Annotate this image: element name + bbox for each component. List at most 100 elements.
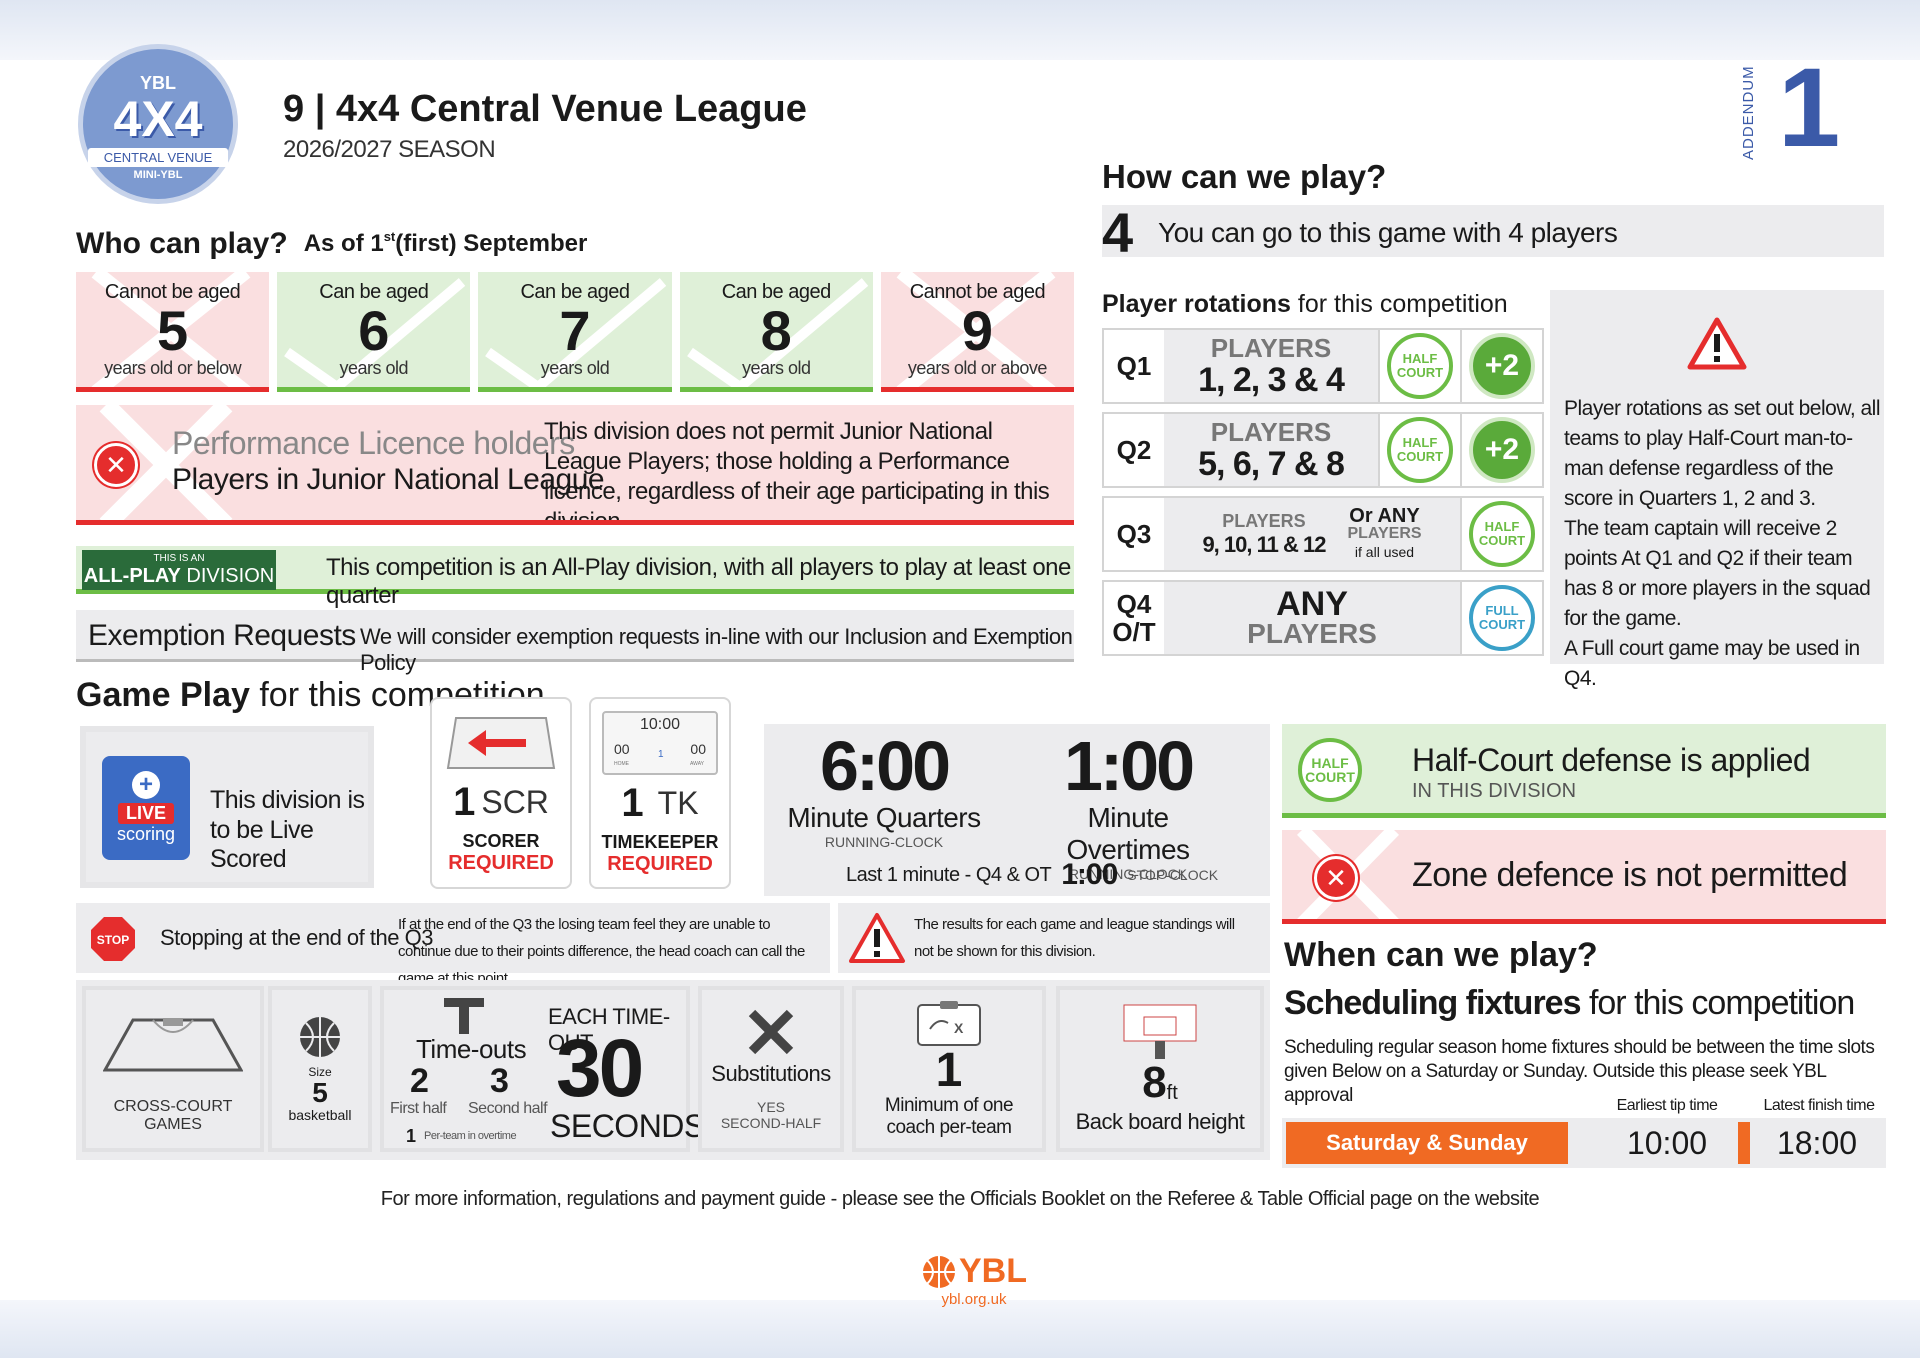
seconds-num: 30 bbox=[556, 1023, 644, 1114]
half-court-box: HALF COURT Half-Court defense is applied … bbox=[1282, 724, 1886, 818]
season-label: 2026/2027 SEASON bbox=[283, 136, 496, 163]
age-row: Cannot be aged 5 years old or below Can be … bbox=[76, 272, 1075, 392]
age-check-watermark bbox=[686, 278, 868, 387]
last-minute-row: Last 1 minute - Q4 & OT 1:00 STOP-CLOCK bbox=[846, 858, 1218, 892]
age-top: Can be aged bbox=[520, 280, 630, 303]
logo-line2: MINI-YBL bbox=[133, 169, 183, 181]
players-cell: PLAYERS 1, 2, 3 & 4 bbox=[1164, 330, 1378, 402]
age-bottom: years old bbox=[741, 357, 811, 378]
live-scoring-text: scoring bbox=[116, 824, 176, 844]
finish-label: Latest finish time bbox=[1752, 1094, 1886, 1118]
half-court-title: Half-Court defense is applied bbox=[1412, 742, 1811, 778]
top-band bbox=[0, 0, 1920, 60]
quarter-label: Q4 O/T bbox=[1104, 582, 1164, 654]
logo-line1: CENTRAL VENUE bbox=[88, 148, 228, 167]
scorer-required: REQUIRED bbox=[448, 851, 554, 874]
times-box: 6:00 Minute Quarters RUNNING-CLOCK 1:00 … bbox=[764, 724, 1270, 896]
ot-label: Minute Overtimes bbox=[1066, 802, 1190, 865]
licence-box: ✕ Performance Licence holders Players in… bbox=[76, 405, 1074, 525]
rotations-heading: Player rotations for this competition bbox=[1102, 290, 1508, 319]
age-top: Can be aged bbox=[319, 280, 429, 303]
ball-size: 5 bbox=[312, 1077, 328, 1108]
quarters-sub: RUNNING-CLOCK bbox=[824, 834, 944, 850]
days-badge: Saturday & Sunday bbox=[1286, 1122, 1568, 1164]
tip-label: Earliest tip time bbox=[1602, 1094, 1732, 1118]
subs-cross-icon bbox=[748, 1009, 794, 1055]
when-heading: When can we play? bbox=[1284, 936, 1598, 974]
players-list: PLAYERS bbox=[1247, 618, 1377, 649]
age-bottom: years old or below bbox=[104, 357, 242, 378]
scorer-label: SCORER bbox=[462, 830, 540, 851]
seconds-label: SECONDS bbox=[550, 1108, 705, 1144]
quarter-row: Q1 PLAYERS 1, 2, 3 & 4 HALF COURT +2 bbox=[1102, 328, 1544, 404]
ot-sub: RUNNING-CLOCK bbox=[1068, 866, 1188, 882]
age-card: Cannot be aged 9 years old or above bbox=[880, 272, 1075, 392]
asof-rest: (first) September bbox=[395, 230, 588, 257]
addendum-label: ADDENDUM bbox=[1740, 65, 1757, 160]
scorer-abbr: SCR bbox=[481, 783, 549, 820]
age-top: Cannot be aged bbox=[909, 280, 1046, 303]
quarters-label: Minute Quarters bbox=[787, 802, 981, 833]
tk-num: 1 bbox=[621, 780, 644, 825]
quarter-table: Q1 PLAYERS 1, 2, 3 & 4 HALF COURT +2 Q2 PLAYER… bbox=[1102, 328, 1544, 664]
licence-x-icon: ✕ bbox=[94, 443, 138, 487]
board-unit: ft bbox=[1166, 1082, 1178, 1104]
game-heading-bold: Game Play bbox=[76, 676, 250, 714]
timeouts-card: Time-outs 2 First half 3 Second half 1 P… bbox=[380, 986, 705, 1152]
coach-card: X 1 Minimum of one coach per-team bbox=[852, 986, 1046, 1152]
league-logo: YBL 4X4 CENTRAL VENUE MINI-YBL bbox=[78, 44, 238, 204]
players-list: 1, 2, 3 & 4 bbox=[1198, 361, 1345, 399]
sched-rest: for this competition bbox=[1580, 984, 1855, 1022]
sched-text: Scheduling regular season home fixtures … bbox=[1284, 1037, 1875, 1106]
clock-away: 00 bbox=[690, 740, 706, 757]
tk-required: REQUIRED bbox=[607, 852, 713, 875]
tk-label: TIMEKEEPER bbox=[601, 831, 719, 852]
licence-cross-watermark bbox=[99, 405, 233, 520]
or-any-1: Or ANY bbox=[1349, 505, 1420, 527]
age-cross-watermark bbox=[91, 272, 251, 387]
addendum-number: 1 bbox=[1778, 45, 1841, 170]
each-timeout: EACH TIME-OUT bbox=[548, 1004, 670, 1055]
plus-two-badge-icon: +2 bbox=[1469, 417, 1535, 483]
coach-line1: Minimum of one bbox=[884, 1095, 1014, 1116]
or-any-3: if all used bbox=[1354, 544, 1415, 560]
footer-url: ybl.org.uk bbox=[941, 1291, 1007, 1308]
backboard-icon bbox=[1123, 1004, 1197, 1059]
players-num: 4 bbox=[1102, 201, 1134, 264]
board-num: 8 bbox=[1142, 1058, 1167, 1107]
footer-logo: YBL ybl.org.uk bbox=[904, 1252, 1044, 1308]
age-number: 6 bbox=[358, 298, 390, 362]
footer-info: For more information, regulations and pa… bbox=[380, 1188, 1540, 1210]
who-title: Who can play? bbox=[76, 227, 288, 260]
age-card: Can be aged 8 years old bbox=[679, 272, 873, 392]
players-text: You can go to this game with 4 players bbox=[1158, 217, 1618, 248]
rotations-bold: Player rotations bbox=[1102, 290, 1291, 318]
age-number: 7 bbox=[559, 298, 591, 362]
last-min-time: 1:00 bbox=[1061, 858, 1118, 891]
badge-cell: HALF COURT bbox=[1460, 498, 1542, 570]
subs-when: SECOND-HALF bbox=[720, 1115, 822, 1131]
live-line1: This division is bbox=[210, 786, 365, 814]
court-icon bbox=[103, 1018, 243, 1072]
players-list: 9, 10, 11 & 12 bbox=[1202, 531, 1326, 557]
asof-sup: st bbox=[383, 229, 396, 244]
quarter-name: Q1 bbox=[1116, 351, 1152, 381]
quarter-row: Q2 PLAYERS 5, 6, 7 & 8 HALF COURT +2 bbox=[1102, 412, 1544, 488]
plus-two-badge-icon: +2 bbox=[1469, 333, 1535, 399]
zone-x-icon: ✕ bbox=[1314, 856, 1358, 900]
licence-title1: Performance Licence holders bbox=[172, 425, 575, 461]
board-label: Back board height bbox=[1075, 1109, 1245, 1134]
ot-time: 1:00 bbox=[1063, 727, 1195, 805]
results-text: The results for each game and league sta… bbox=[914, 916, 1235, 960]
asof-text: As of 1 bbox=[303, 230, 384, 257]
or-any-block: Or ANY PLAYERS if all used bbox=[1347, 505, 1421, 561]
to-second: 3 bbox=[490, 1062, 509, 1100]
rotation-note: Player rotations as set out below, all t… bbox=[1564, 397, 1881, 690]
to-ot-label: Per-team in overtime bbox=[424, 1130, 517, 1142]
coach-line2: coach per-team bbox=[886, 1117, 1012, 1138]
licence-title2: Players in Junior National League bbox=[172, 463, 605, 496]
quarter-name: Q4 bbox=[1116, 589, 1152, 619]
who-heading: Who can play? As of 1 st (first) Septemb… bbox=[76, 227, 587, 261]
players-box: 4 You can go to this game with 4 players bbox=[1102, 203, 1884, 263]
live-box: + LIVE scoring This division is to be Li… bbox=[80, 726, 374, 888]
